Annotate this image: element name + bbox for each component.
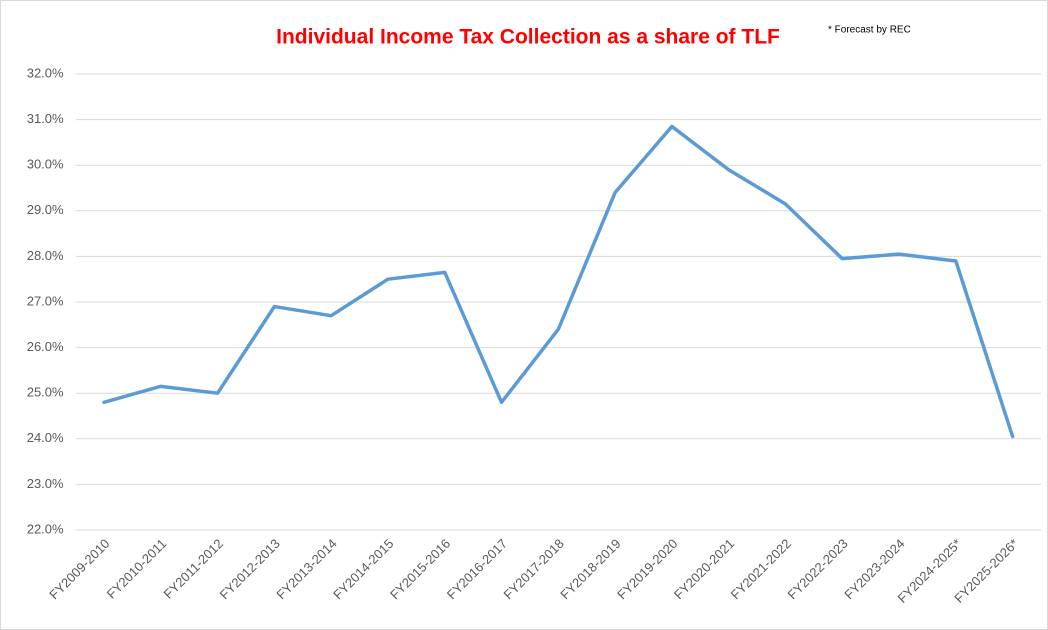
y-tick-label: 26.0% xyxy=(27,339,64,354)
annotation: * Forecast by REC xyxy=(828,25,911,36)
chart-title: Individual Income Tax Collection as a sh… xyxy=(276,26,780,49)
y-tick-label: 22.0% xyxy=(27,521,64,536)
y-tick-label: 32.0% xyxy=(27,65,64,80)
y-tick-label: 28.0% xyxy=(27,248,64,263)
y-tick-label: 23.0% xyxy=(27,476,64,491)
y-tick-label: 25.0% xyxy=(27,385,64,400)
y-tick-label: 29.0% xyxy=(27,202,64,217)
y-tick-label: 30.0% xyxy=(27,157,64,172)
y-tick-label: 31.0% xyxy=(27,111,64,126)
y-tick-label: 24.0% xyxy=(27,430,64,445)
y-tick-label: 27.0% xyxy=(27,293,64,308)
data-line xyxy=(102,124,1015,439)
